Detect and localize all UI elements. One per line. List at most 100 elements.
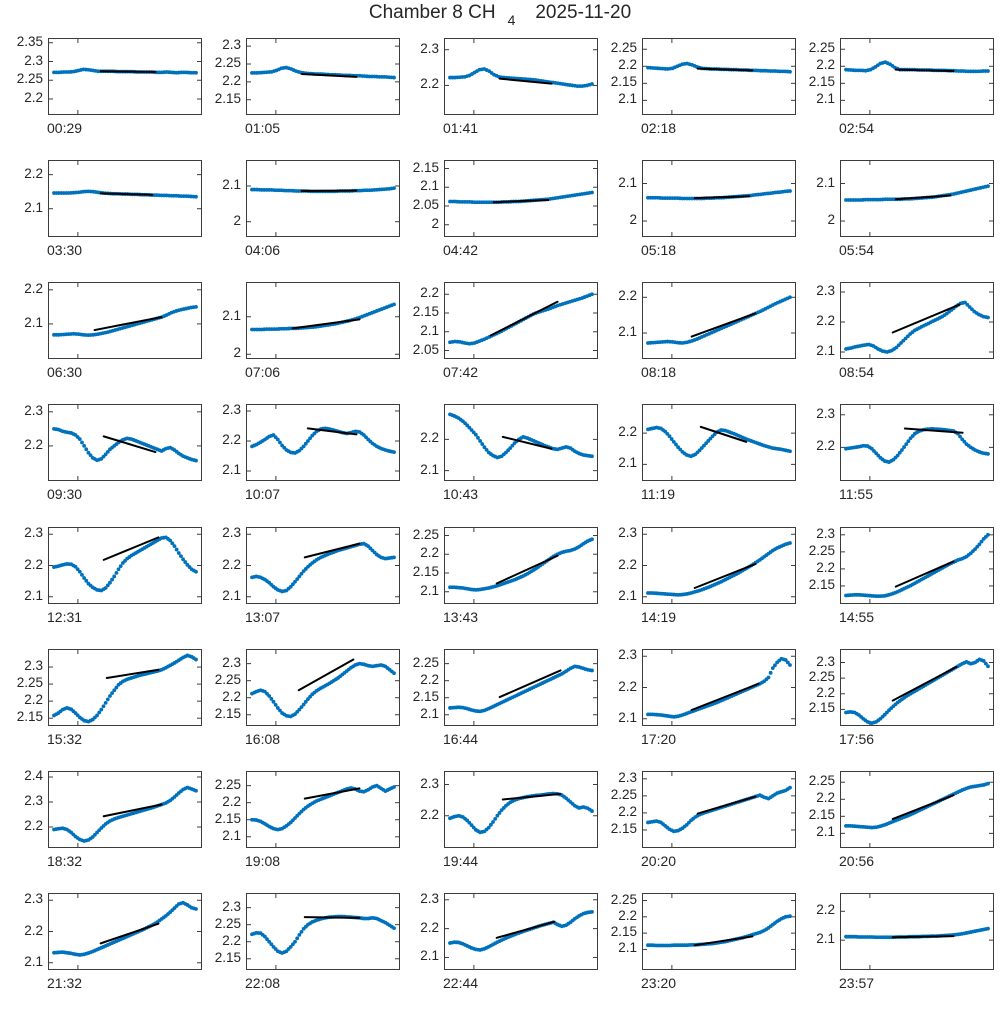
subplot-0442 xyxy=(444,160,598,237)
y-tick-label: 2.3 xyxy=(618,647,637,663)
scatter-plot xyxy=(841,894,993,969)
fit-line xyxy=(99,922,160,945)
y-tick-label: 2.1 xyxy=(420,582,439,598)
subplot-2320 xyxy=(642,893,796,970)
subplot-2056 xyxy=(840,771,994,848)
fit-line xyxy=(894,68,955,73)
fit-line xyxy=(495,554,559,585)
y-tick-label: 2.2 xyxy=(420,671,439,687)
subplot-1832 xyxy=(48,771,202,848)
fit-line xyxy=(303,916,361,919)
subplot-2132 xyxy=(48,893,202,970)
scatter-plot xyxy=(247,39,399,114)
subplot-0141 xyxy=(444,38,598,115)
subplot-1756 xyxy=(840,649,994,726)
x-tick-time-label: 16:08 xyxy=(245,731,281,747)
y-tick-label: 2.1 xyxy=(420,948,439,964)
y-tick-label: 2.2 xyxy=(816,438,835,454)
fit-line xyxy=(891,935,955,939)
x-tick-time-label: 14:55 xyxy=(839,609,875,625)
subplot-1644 xyxy=(444,649,598,726)
y-tick-label: 2.15 xyxy=(214,810,241,826)
y-tick-label: 2.2 xyxy=(816,790,835,806)
y-tick-label: 2.4 xyxy=(24,768,43,783)
scatter-plot xyxy=(643,283,795,358)
y-tick-label: 2.1 xyxy=(816,91,835,107)
y-tick-label: 2.3 xyxy=(816,653,835,669)
y-tick-label: 2.2 xyxy=(222,932,241,948)
scatter-plot xyxy=(841,528,993,603)
subplot-0254 xyxy=(840,38,994,115)
x-tick-time-label: 07:06 xyxy=(245,364,281,380)
fit-line xyxy=(690,312,757,338)
scatter-plot xyxy=(841,405,993,480)
subplot-1720 xyxy=(642,649,796,726)
y-tick-label: 2.15 xyxy=(214,90,241,106)
y-tick-label: 2.1 xyxy=(24,953,43,969)
y-tick-label: 2.3 xyxy=(420,775,439,791)
y-tick-label: 2.25 xyxy=(214,55,241,70)
y-tick-label: 2.1 xyxy=(222,307,241,323)
subplot-1455 xyxy=(840,527,994,604)
scatter-plot xyxy=(643,161,795,236)
fit-line xyxy=(99,70,157,73)
x-tick-time-label: 16:44 xyxy=(443,731,479,747)
y-tick-label: 2.2 xyxy=(24,922,43,938)
y-tick-label: 2.3 xyxy=(816,525,835,541)
subplot-0742 xyxy=(444,282,598,359)
y-tick-label: 2.1 xyxy=(618,709,637,725)
y-tick-label: 2.25 xyxy=(214,776,241,792)
fit-line xyxy=(105,668,160,679)
x-tick-time-label: 22:08 xyxy=(245,975,281,991)
y-tick-label: 2.05 xyxy=(412,341,439,357)
y-tick-label: 2.2 xyxy=(618,678,637,694)
y-tick-label: 2.2 xyxy=(222,72,241,88)
y-tick-label: 2.1 xyxy=(618,940,637,956)
scatter-plot xyxy=(49,39,201,114)
y-tick-label: 2.2 xyxy=(816,57,835,73)
x-tick-time-label: 15:32 xyxy=(47,731,83,747)
y-tick-label: 2.3 xyxy=(222,37,241,53)
subplot-1944 xyxy=(444,771,598,848)
x-tick-time-label: 10:07 xyxy=(245,486,281,502)
y-tick-label: 2.25 xyxy=(16,71,43,87)
y-tick-label: 2.25 xyxy=(610,40,637,56)
y-tick-label: 2.15 xyxy=(610,924,637,940)
subplot-1908 xyxy=(246,771,400,848)
subplot-0406 xyxy=(246,160,400,237)
x-tick-time-label: 22:44 xyxy=(443,975,479,991)
y-tick-label: 2.2 xyxy=(618,556,637,572)
x-tick-time-label: 08:18 xyxy=(641,364,677,380)
scatter-plot xyxy=(49,528,201,603)
x-tick-time-label: 20:56 xyxy=(839,853,875,869)
y-tick-label: 2.2 xyxy=(420,285,439,301)
fit-line xyxy=(489,300,559,337)
y-tick-label: 2.3 xyxy=(222,402,241,417)
y-tick-label: 2.1 xyxy=(222,587,241,603)
subplot-2244 xyxy=(444,893,598,970)
y-tick-label: 2.1 xyxy=(816,824,835,840)
y-tick-label: 2.2 xyxy=(24,818,43,833)
fit-line xyxy=(99,192,154,196)
y-tick-label: 2.3 xyxy=(222,525,241,541)
y-tick-label: 2.1 xyxy=(24,199,43,215)
y-tick-label: 2.3 xyxy=(618,769,637,785)
fit-line xyxy=(894,560,955,588)
y-tick-label: 2.2 xyxy=(816,559,835,575)
scatter-plot xyxy=(247,894,399,969)
y-tick-label: 2.3 xyxy=(24,402,43,418)
y-tick-label: 2 xyxy=(629,212,637,227)
y-tick-label: 2.1 xyxy=(618,174,637,190)
y-tick-label: 2.2 xyxy=(420,919,439,935)
x-tick-time-label: 17:56 xyxy=(839,731,875,747)
subplot-0630 xyxy=(48,282,202,359)
subplot-0330 xyxy=(48,160,202,237)
y-tick-label: 2.15 xyxy=(412,564,439,579)
fit-line xyxy=(300,73,358,78)
y-tick-label: 2.2 xyxy=(618,424,637,440)
scatter-plot xyxy=(445,161,597,236)
x-tick-time-label: 09:30 xyxy=(47,486,83,502)
scatter-plot xyxy=(445,283,597,358)
fit-line xyxy=(498,77,553,85)
scatter-plot xyxy=(445,528,597,603)
